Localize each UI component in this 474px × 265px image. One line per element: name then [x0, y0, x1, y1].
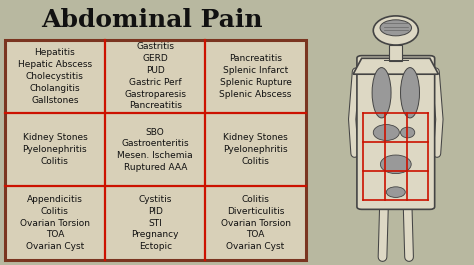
Text: Gastritis
GERD
PUD
Gastric Perf
Gastroparesis
Pancreatitis: Gastritis GERD PUD Gastric Perf Gastropa… [124, 42, 186, 111]
Ellipse shape [373, 16, 418, 45]
Text: Colitis
Diverticulitis
Ovarian Torsion
TOA
Ovarian Cyst: Colitis Diverticulitis Ovarian Torsion T… [220, 195, 291, 251]
Ellipse shape [401, 68, 419, 118]
Polygon shape [353, 58, 438, 74]
Ellipse shape [380, 155, 411, 174]
Text: SBO
Gastroenteritis
Mesen. Ischemia
Ruptured AAA: SBO Gastroenteritis Mesen. Ischemia Rupt… [118, 127, 193, 172]
Text: Kidney Stones
Pyelonephritis
Colitis: Kidney Stones Pyelonephritis Colitis [223, 133, 288, 166]
Text: Appendicitis
Colitis
Ovarian Torsion
TOA
Ovarian Cyst: Appendicitis Colitis Ovarian Torsion TOA… [20, 195, 90, 251]
Ellipse shape [386, 187, 405, 197]
Text: Pancreatitis
Splenic Infarct
Splenic Rupture
Splenic Abscess: Pancreatitis Splenic Infarct Splenic Rup… [219, 54, 292, 99]
Text: Cystitis
PID
STI
Pregnancy
Ectopic: Cystitis PID STI Pregnancy Ectopic [131, 195, 179, 251]
Text: Abdominal Pain: Abdominal Pain [41, 8, 263, 32]
Ellipse shape [380, 20, 411, 36]
Text: Kidney Stones
Pyelonephritis
Colitis: Kidney Stones Pyelonephritis Colitis [23, 133, 87, 166]
Ellipse shape [373, 125, 399, 140]
FancyBboxPatch shape [357, 56, 435, 209]
Text: Hepatitis
Hepatic Abscess
Cholecystitis
Cholangitis
Gallstones: Hepatitis Hepatic Abscess Cholecystitis … [18, 48, 92, 104]
Bar [389, 45, 402, 61]
Ellipse shape [401, 127, 415, 138]
Bar [5, 40, 306, 260]
Ellipse shape [372, 68, 391, 118]
